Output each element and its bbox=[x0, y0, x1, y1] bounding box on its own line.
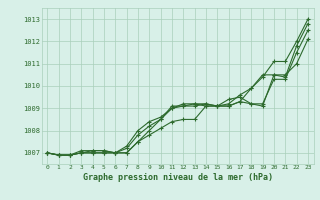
X-axis label: Graphe pression niveau de la mer (hPa): Graphe pression niveau de la mer (hPa) bbox=[83, 173, 273, 182]
